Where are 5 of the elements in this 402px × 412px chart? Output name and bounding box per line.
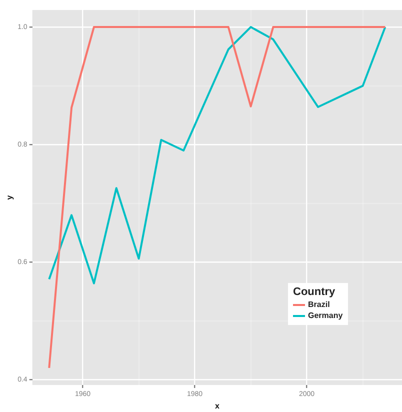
y-axis-title: y [5,194,14,200]
x-axis-title: x [214,401,220,410]
legend-label: Brazil [308,300,330,309]
legend-label: Germany [308,311,343,320]
legend-title: Country [293,286,336,298]
